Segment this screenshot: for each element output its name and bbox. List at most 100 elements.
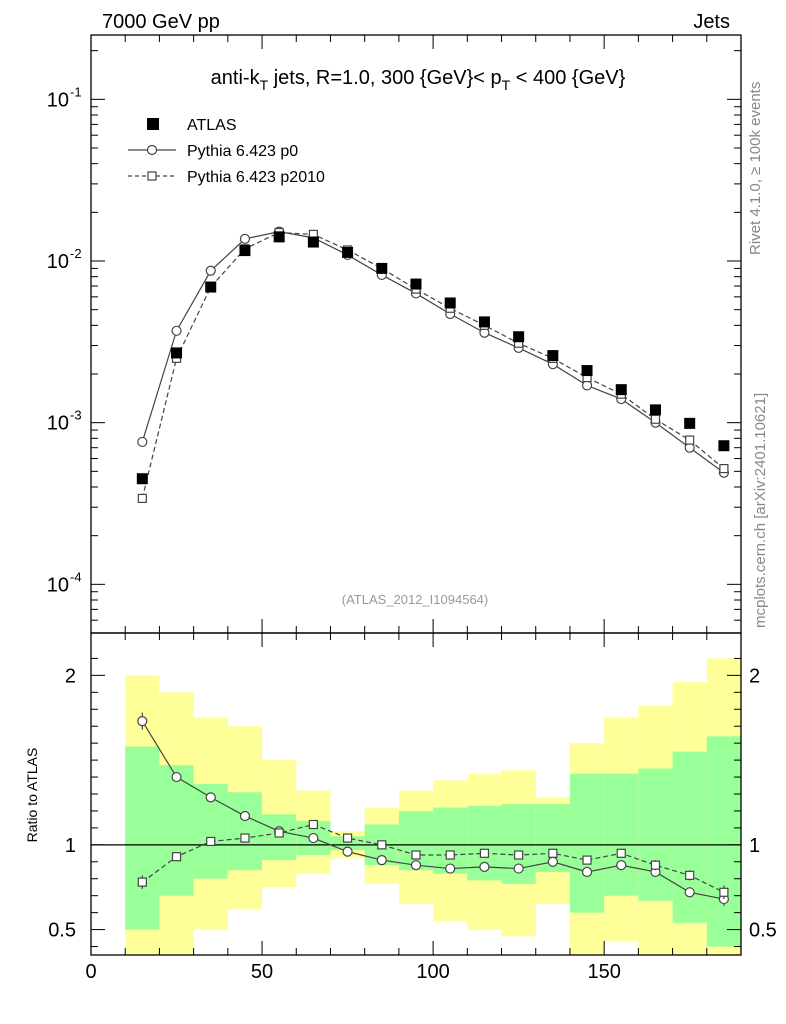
ratio-point-p2010 bbox=[479, 848, 490, 858]
main-point-atlas bbox=[513, 331, 525, 343]
ratio-point-p2010 bbox=[342, 833, 353, 843]
legend-data-marker bbox=[147, 118, 159, 130]
legend-mc2-marker bbox=[147, 171, 157, 181]
legend-mc2-label: Pythia 6.423 p2010 bbox=[187, 169, 325, 186]
main-point-atlas bbox=[342, 246, 354, 258]
title-part-a: anti-k bbox=[211, 67, 261, 89]
ratio-point-p2010 bbox=[650, 860, 661, 870]
legend: ATLAS Pythia 6.423 p0 Pythia 6.423 p2010 bbox=[128, 117, 325, 186]
main-panel: 10-410-310-210-1 bbox=[47, 34, 742, 634]
band-inner-bin bbox=[227, 792, 263, 871]
ratio-point-p0 bbox=[205, 792, 216, 803]
band-inner-bin bbox=[159, 765, 194, 896]
header-right: Jets bbox=[693, 11, 730, 33]
main-point-atlas bbox=[684, 417, 696, 429]
main-point-atlas bbox=[615, 384, 627, 396]
ratio-ytick-label-right: 0.5 bbox=[749, 920, 777, 942]
main-point-atlas bbox=[171, 347, 183, 359]
xtick-label: 50 bbox=[251, 961, 273, 983]
main-point-atlas bbox=[273, 231, 285, 243]
ratio-point-p0 bbox=[616, 860, 627, 871]
ratio-line-p0 bbox=[141, 720, 725, 900]
ratio-point-p0 bbox=[479, 861, 490, 872]
main-point-atlas bbox=[410, 278, 422, 290]
main-point-atlas bbox=[376, 262, 388, 274]
main-ytick-exponent: -4 bbox=[70, 569, 82, 584]
plot-title: anti-kT jets, R=1.0, 300 {GeV}< pT < 400… bbox=[211, 67, 626, 93]
main-point-p0 bbox=[239, 233, 251, 244]
ratio-point-p0 bbox=[445, 863, 456, 874]
title-part-b: jets, R=1.0, 300 {GeV}< p bbox=[268, 67, 502, 89]
ratio-point-p2010 bbox=[514, 850, 524, 860]
main-point-atlas bbox=[444, 297, 456, 309]
main-point-atlas bbox=[239, 245, 251, 257]
main-ytick-label: 10 bbox=[47, 251, 69, 273]
ratio-point-p2010 bbox=[719, 887, 729, 897]
ratio-point-p2010 bbox=[582, 855, 592, 865]
title-part-c: < 400 {GeV} bbox=[510, 67, 625, 89]
title-sub-a: T bbox=[260, 77, 269, 93]
ratio-ytick-label-right: 1 bbox=[749, 835, 760, 857]
main-ytick-exponent: -3 bbox=[70, 408, 82, 423]
main-point-atlas bbox=[581, 365, 593, 377]
ratio-point-p0 bbox=[137, 716, 148, 727]
main-point-atlas bbox=[649, 404, 661, 416]
ratio-point-p2010 bbox=[377, 840, 387, 850]
main-ytick-label: 10 bbox=[47, 574, 69, 596]
main-point-p0 bbox=[205, 265, 216, 276]
rivet-label: Rivet 4.1.0, ≥ 100k events bbox=[747, 82, 764, 255]
main-ytick-exponent: -1 bbox=[70, 84, 82, 99]
ratio-point-p2010 bbox=[240, 833, 250, 843]
ratio-point-p0 bbox=[308, 832, 319, 844]
main-point-atlas bbox=[136, 473, 148, 485]
ratio-point-p2010 bbox=[685, 870, 695, 880]
legend-mc1-marker bbox=[146, 144, 158, 156]
main-ytick-exponent: -2 bbox=[70, 246, 82, 261]
ratio-point-p0 bbox=[684, 887, 695, 898]
main-point-p2010 bbox=[685, 435, 695, 445]
legend-data-label: ATLAS bbox=[187, 117, 237, 134]
ratio-point-p0 bbox=[342, 846, 353, 857]
ratio-point-p0 bbox=[376, 854, 387, 866]
main-point-atlas bbox=[547, 350, 559, 362]
band-inner-bin bbox=[125, 746, 160, 930]
main-line-p0 bbox=[141, 230, 725, 474]
main-point-p0 bbox=[581, 380, 593, 391]
main-point-atlas bbox=[718, 440, 730, 452]
ratio-point-p2010 bbox=[206, 836, 216, 847]
ratio-ytick-label: 2 bbox=[65, 665, 76, 687]
ratio-panel: 0.5 0.5 1 1 2 2 0 50 100 150 bbox=[48, 632, 777, 983]
ratio-line-p2010 bbox=[141, 823, 725, 893]
band-inner-bin bbox=[638, 768, 673, 901]
header-left: 7000 GeV pp bbox=[102, 11, 220, 33]
xtick-label: 0 bbox=[85, 961, 96, 983]
ratio-point-p2010 bbox=[548, 848, 558, 858]
band-inner-bin bbox=[604, 773, 639, 896]
band-inner-bin bbox=[433, 807, 468, 874]
ratio-point-p0 bbox=[171, 771, 182, 783]
title-sub-b: T bbox=[502, 77, 511, 93]
band-inner-bin bbox=[330, 836, 365, 850]
ratio-point-p2010 bbox=[171, 852, 182, 862]
analysis-label: (ATLAS_2012_I1094564) bbox=[342, 592, 488, 607]
main-ytick-label: 10 bbox=[47, 89, 69, 111]
main-point-p2010 bbox=[137, 493, 147, 504]
main-ytick-label: 10 bbox=[47, 413, 69, 435]
ratio-point-p2010 bbox=[137, 877, 147, 887]
main-point-p2010 bbox=[719, 463, 729, 474]
xtick-label: 100 bbox=[416, 961, 449, 983]
main-point-p0 bbox=[171, 325, 182, 336]
ratio-point-p0 bbox=[513, 863, 524, 874]
ratio-point-p2010 bbox=[411, 850, 421, 860]
main-line-p2010 bbox=[141, 231, 725, 499]
main-point-atlas bbox=[205, 281, 217, 293]
band-inner-bin bbox=[569, 773, 605, 913]
main-point-atlas bbox=[307, 236, 319, 248]
ratio-point-p0 bbox=[581, 866, 593, 878]
ratio-point-p2010 bbox=[616, 848, 626, 858]
ratio-ytick-label: 1 bbox=[65, 835, 76, 857]
main-point-p2010 bbox=[650, 414, 661, 424]
xtick-label: 150 bbox=[587, 961, 620, 983]
ratio-point-p2010 bbox=[308, 819, 318, 830]
